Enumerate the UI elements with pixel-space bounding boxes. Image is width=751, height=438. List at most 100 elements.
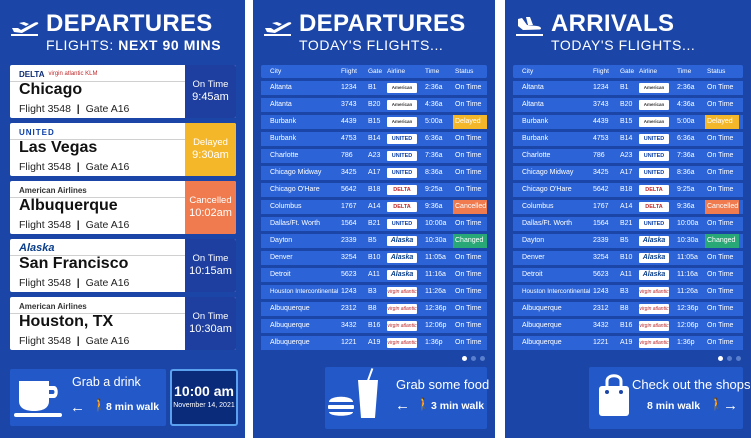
table-row[interactable]: Altanta 3743 B20 American 4:36a On Time — [261, 98, 487, 112]
table-row[interactable]: Detroit 5623 A11 Alaska 11:16a On Time — [261, 268, 487, 282]
flight-time: 9:45am — [192, 91, 229, 103]
table-row[interactable]: Albuquerque 1221 A19 virgin atlantic 1:36p On… — [513, 336, 743, 350]
table-row[interactable]: Burbank 4439 B15 American 5:00a Delayed — [513, 115, 743, 129]
cell-time: 10:30a — [677, 237, 699, 244]
cell-flight: 3743 — [341, 101, 357, 108]
flight-status-box: On Time 9:45am — [185, 65, 236, 118]
food-promo[interactable]: Grab some food ← 🚶 3 min walk — [325, 367, 489, 429]
table-row[interactable]: Detroit 5623 A11 Alaska 11:16a On Time — [513, 268, 743, 282]
table-row[interactable]: Chicago O'Hare 5642 B18 DELTA 9:25a On Time — [513, 183, 743, 197]
table-row[interactable]: Dallas/Ft. Worth 1564 B21 UNITED 10:00a On Ti… — [513, 217, 743, 231]
cell-airline-logo: DELTA — [639, 202, 669, 212]
departures-next-90-panel: DEPARTURES FLIGHTS: NEXT 90 MINS DELTA vi… — [0, 0, 245, 438]
page-dot[interactable] — [718, 356, 723, 361]
flight-time: 9:30am — [192, 149, 229, 161]
cell-airline-logo: UNITED — [639, 219, 669, 229]
table-row[interactable]: Burbank 4439 B15 American 5:00a Delayed — [261, 115, 487, 129]
cell-city: Altanta — [270, 101, 292, 108]
cell-status: On Time — [707, 135, 734, 142]
page-dot[interactable] — [471, 356, 476, 361]
table-row[interactable]: Altanta 3743 B20 American 4:36a On Time — [513, 98, 743, 112]
table-row[interactable]: Albuquerque 3432 B16 virgin atlantic 12:06p O… — [513, 319, 743, 333]
table-row[interactable]: Altanta 1234 B1 American 2:36a On Time — [513, 81, 743, 95]
gate: Gate A16 — [85, 219, 130, 231]
table-row[interactable]: Chicago Midway 3425 A17 UNITED 8:36a On Time — [513, 166, 743, 180]
page-subtitle: TODAY'S FLIGHTS... — [551, 37, 696, 53]
flight-card[interactable]: Alaska San Francisco Flight 3548 | Gate A1… — [10, 239, 236, 292]
cell-city: Chicago Midway — [270, 169, 322, 176]
cell-airline-logo: American — [387, 83, 417, 93]
flight-card[interactable]: UNITED Las Vegas Flight 3548 | Gate A16 Del… — [10, 123, 236, 176]
table-row[interactable]: Dayton 2339 B5 Alaska 10:30a Changed — [261, 234, 487, 248]
flight-gate-info: Flight 3548 | Gate A16 — [19, 335, 130, 347]
table-row[interactable]: Chicago O'Hare 5642 B18 DELTA 9:25a On Time — [261, 183, 487, 197]
cell-time: 5:00a — [677, 118, 695, 125]
table-row[interactable]: Albuquerque 2312 B8 virgin atlantic 12:36p On… — [513, 302, 743, 316]
table-row[interactable]: Altanta 1234 B1 American 2:36a On Time — [261, 81, 487, 95]
cell-status: On Time — [455, 101, 482, 108]
page-dot[interactable] — [462, 356, 467, 361]
airline-name: DELTA — [19, 69, 45, 79]
cell-city: Dayton — [522, 237, 545, 244]
flight-card[interactable]: American Airlines Houston, TX Flight 3548 … — [10, 297, 236, 350]
page-title: DEPARTURES — [299, 10, 466, 37]
divider — [10, 81, 185, 82]
cell-airline-logo: virgin atlantic — [639, 304, 669, 314]
flight-status-box: Cancelled 10:02am — [185, 181, 236, 234]
divider — [10, 313, 185, 314]
table-row[interactable]: Albuquerque 3432 B16 virgin atlantic 12:06p O… — [261, 319, 487, 333]
table-row[interactable]: Columbus 1767 A14 DELTA 9:36a Cancelled — [261, 200, 487, 214]
cell-flight: 786 — [593, 152, 605, 159]
table-row[interactable]: Burbank 4753 B14 UNITED 6:36a On Time — [261, 132, 487, 146]
flight-card[interactable]: DELTA virgin atlantic KLM Chicago Flight 35… — [10, 65, 236, 118]
cell-time: 9:25a — [677, 186, 695, 193]
cell-flight: 3432 — [593, 322, 609, 329]
table-row[interactable]: Burbank 4753 B14 UNITED 6:36a On Time — [513, 132, 743, 146]
table-row[interactable]: Denver 3254 B10 Alaska 11:05a On Time — [513, 251, 743, 265]
page-dot[interactable] — [480, 356, 485, 361]
table-row[interactable]: Chicago Midway 3425 A17 UNITED 8:36a On Time — [261, 166, 487, 180]
cell-gate: A23 — [620, 152, 633, 159]
table-row[interactable]: Columbus 1767 A14 DELTA 9:36a Cancelled — [513, 200, 743, 214]
page-dot[interactable] — [736, 356, 741, 361]
panel-header: DEPARTURES TODAY'S FLIGHTS... — [263, 8, 491, 58]
table-row[interactable]: Houston Intercontinental 1243 B3 virgin atl… — [261, 285, 487, 299]
table-row[interactable]: Dallas/Ft. Worth 1564 B21 UNITED 10:00a On Ti… — [261, 217, 487, 231]
panel-header: DEPARTURES FLIGHTS: NEXT 90 MINS — [10, 8, 241, 58]
cell-time: 6:36a — [677, 135, 695, 142]
page-indicator[interactable] — [718, 356, 741, 361]
departures-today-panel: DEPARTURES TODAY'S FLIGHTS... City Fligh… — [253, 0, 495, 438]
flight-gate-info: Flight 3548 | Gate A16 — [19, 161, 130, 173]
flight-card[interactable]: American Airlines Albuquerque Flight 3548 … — [10, 181, 236, 234]
airline-logo: American Airlines — [19, 184, 91, 196]
table-row[interactable]: Albuquerque 1221 A19 virgin atlantic 1:36p On… — [261, 336, 487, 350]
flight-card-info: American Airlines Houston, TX Flight 3548 … — [10, 297, 185, 350]
cell-flight: 786 — [341, 152, 353, 159]
cell-gate: B20 — [620, 101, 633, 108]
cell-flight: 1767 — [593, 203, 609, 210]
page-dot[interactable] — [727, 356, 732, 361]
table-row[interactable]: Albuquerque 2312 B8 virgin atlantic 12:36p On… — [261, 302, 487, 316]
cell-gate: B5 — [620, 237, 629, 244]
cell-city: Charlotte — [270, 152, 299, 159]
cell-status: On Time — [455, 305, 482, 312]
gate: Gate A16 — [85, 103, 130, 115]
cell-city: Burbank — [522, 118, 549, 125]
cell-flight: 4753 — [593, 135, 609, 142]
table-row[interactable]: Denver 3254 B10 Alaska 11:05a On Time — [261, 251, 487, 265]
cell-city: Dayton — [270, 237, 293, 244]
table-row[interactable]: Charlotte 786 A23 UNITED 7:36a On Time — [513, 149, 743, 163]
table-row[interactable]: Houston Intercontinental 1243 B3 virgin atl… — [513, 285, 743, 299]
cell-city: Burbank — [270, 118, 297, 125]
cell-flight: 5623 — [593, 271, 609, 278]
cell-status: On Time — [707, 101, 734, 108]
page-indicator[interactable] — [462, 356, 485, 361]
drink-promo[interactable]: Grab a drink ← 🚶 8 min walk — [10, 369, 166, 426]
flight-time: 10:30am — [189, 323, 232, 335]
table-row[interactable]: Dayton 2339 B5 Alaska 10:30a Changed — [513, 234, 743, 248]
cell-gate: A19 — [620, 339, 633, 346]
destination-city: Chicago — [19, 81, 83, 98]
table-row[interactable]: Charlotte 786 A23 UNITED 7:36a On Time — [261, 149, 487, 163]
cell-time: 6:36a — [425, 135, 443, 142]
cell-city: Albuquerque — [522, 305, 562, 312]
